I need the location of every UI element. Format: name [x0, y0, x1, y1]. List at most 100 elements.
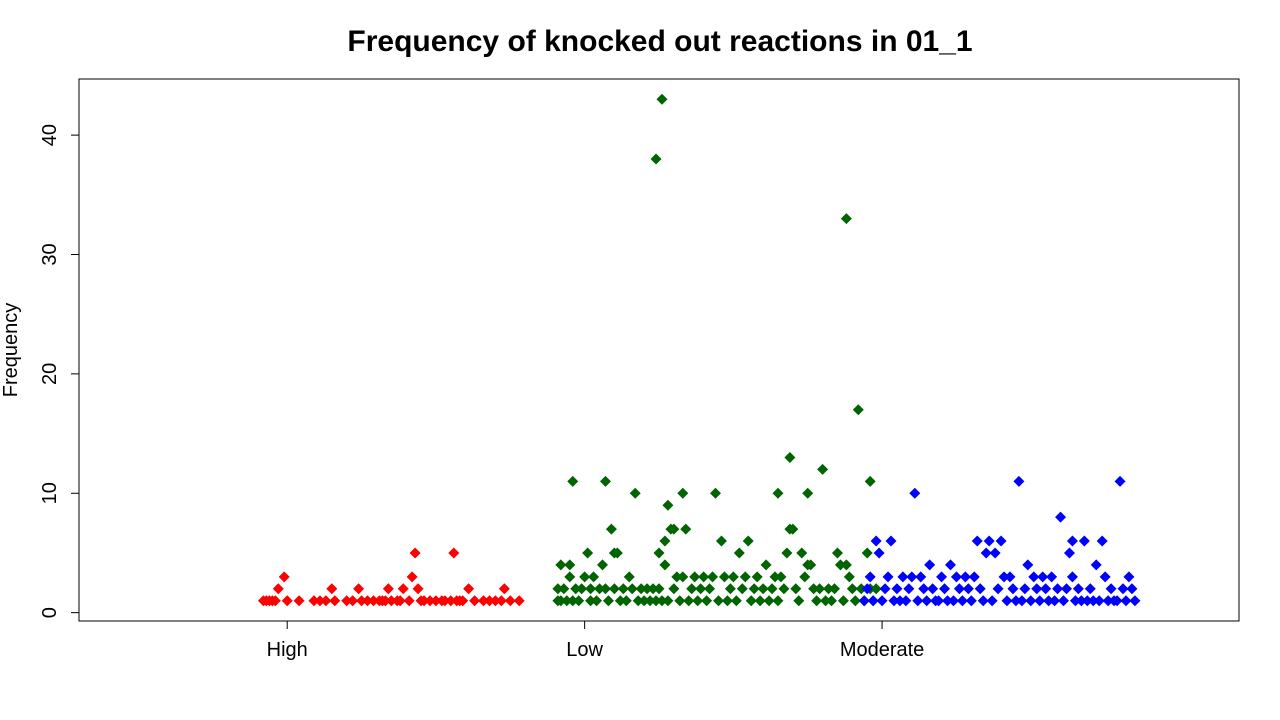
data-point — [849, 595, 861, 607]
data-point — [766, 583, 778, 595]
data-point — [718, 571, 730, 583]
data-point — [1069, 595, 1081, 607]
data-point — [409, 547, 421, 559]
data-point — [921, 595, 933, 607]
data-point — [965, 595, 977, 607]
data-point — [971, 535, 983, 547]
data-point — [808, 583, 820, 595]
data-point — [817, 463, 829, 475]
data-point — [781, 547, 793, 559]
data-point — [846, 583, 858, 595]
data-point — [641, 583, 653, 595]
data-point — [790, 583, 802, 595]
data-point — [989, 547, 1001, 559]
data-point — [745, 595, 757, 607]
data-point — [272, 583, 284, 595]
data-point — [701, 595, 713, 607]
data-point — [793, 595, 805, 607]
data-point — [742, 535, 754, 547]
data-point — [552, 583, 564, 595]
data-point — [457, 595, 469, 607]
data-point — [680, 523, 692, 535]
data-point — [656, 595, 668, 607]
y-tick-label-20: 20 — [39, 363, 61, 385]
data-point — [772, 595, 784, 607]
data-point — [356, 595, 368, 607]
data-point — [950, 571, 962, 583]
data-point — [778, 583, 790, 595]
data-point — [656, 93, 668, 105]
data-point — [977, 595, 989, 607]
data-point — [594, 583, 606, 595]
y-tick-label-30: 30 — [39, 243, 61, 265]
series-low — [552, 93, 882, 607]
data-point — [858, 595, 870, 607]
data-point — [751, 571, 763, 583]
data-point — [1022, 559, 1034, 571]
data-point — [1025, 595, 1037, 607]
data-point — [915, 571, 927, 583]
data-point — [585, 583, 597, 595]
y-axis-label: Frequency — [0, 303, 22, 398]
data-point — [986, 595, 998, 607]
data-point — [1040, 583, 1052, 595]
data-point — [974, 583, 986, 595]
data-point — [721, 595, 733, 607]
data-point — [840, 559, 852, 571]
data-point — [704, 583, 716, 595]
data-point — [582, 547, 594, 559]
data-point — [1055, 511, 1067, 523]
data-point — [329, 595, 341, 607]
data-point — [430, 595, 442, 607]
data-point — [555, 559, 567, 571]
data-point — [802, 487, 814, 499]
data-point — [763, 595, 775, 607]
data-point — [805, 559, 817, 571]
data-point — [944, 559, 956, 571]
data-point — [959, 571, 971, 583]
data-point — [1046, 571, 1058, 583]
data-point — [379, 595, 391, 607]
data-point — [900, 595, 912, 607]
data-point — [1060, 583, 1072, 595]
data-point — [775, 571, 787, 583]
data-point — [314, 595, 326, 607]
data-point — [1129, 595, 1141, 607]
data-point — [662, 499, 674, 511]
data-point — [710, 487, 722, 499]
data-point — [784, 451, 796, 463]
data-point — [828, 583, 840, 595]
data-point — [1031, 583, 1043, 595]
data-point — [843, 571, 855, 583]
data-point — [555, 595, 567, 607]
data-point — [478, 595, 490, 607]
data-point — [1019, 583, 1031, 595]
data-point — [1066, 571, 1078, 583]
data-point — [635, 583, 647, 595]
data-point — [796, 547, 808, 559]
data-point — [867, 595, 879, 607]
data-point — [897, 571, 909, 583]
data-point — [864, 475, 876, 487]
data-point — [885, 535, 897, 547]
data-point — [653, 583, 665, 595]
data-point — [820, 595, 832, 607]
data-point — [448, 547, 460, 559]
data-point — [754, 595, 766, 607]
data-point — [608, 583, 620, 595]
data-point — [942, 595, 954, 607]
data-point — [659, 535, 671, 547]
data-point — [855, 583, 867, 595]
data-point — [698, 571, 710, 583]
data-point — [498, 583, 510, 595]
series-high — [257, 547, 525, 607]
data-point — [567, 595, 579, 607]
data-point — [599, 583, 611, 595]
data-point — [632, 595, 644, 607]
data-point — [278, 571, 290, 583]
data-point — [647, 583, 659, 595]
x-axis: High Low Moderate — [267, 621, 924, 661]
data-point — [463, 583, 475, 595]
data-point — [906, 571, 918, 583]
